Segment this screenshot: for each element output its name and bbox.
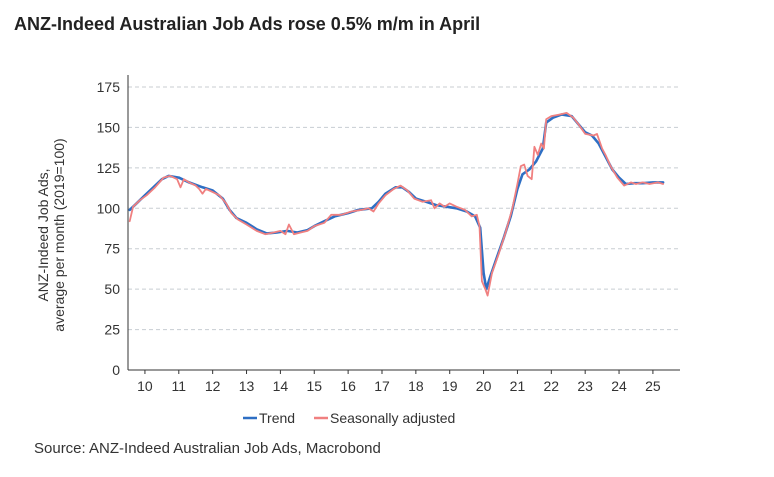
series-lines [128, 112, 665, 297]
legend: Trend Seasonally adjusted [243, 410, 455, 426]
x-tick-label: 13 [239, 378, 255, 394]
series-line-trend [128, 113, 665, 291]
x-tick-label: 25 [645, 378, 661, 394]
x-tick-labels: 10 11 12 13 14 15 16 17 18 19 20 21 22 23 24 25 [137, 378, 661, 394]
x-tick-label: 18 [408, 378, 424, 394]
x-tick-label: 23 [577, 378, 593, 394]
x-tick-label: 20 [476, 378, 492, 394]
x-tick-label: 15 [306, 378, 322, 394]
source-note: Source: ANZ-Indeed Australian Job Ads, M… [34, 440, 381, 457]
x-tick-label: 17 [374, 378, 390, 394]
y-tick-label: 125 [97, 160, 121, 176]
series-line-seasonally-adjusted [128, 112, 664, 297]
legend-sa-label: Seasonally adjusted [330, 410, 455, 426]
y-tick-label: 150 [97, 119, 121, 135]
legend-trend-label: Trend [259, 410, 295, 426]
x-tick-label: 10 [137, 378, 153, 394]
x-tick-label: 21 [510, 378, 526, 394]
y-tick-label: 75 [104, 241, 120, 257]
y-tick-labels: 0 25 50 75 100 125 150 175 [97, 79, 121, 378]
y-axis-label-line-1: ANZ-Indeed Job Ads, [35, 168, 51, 301]
x-tick-label: 14 [273, 378, 289, 394]
gridlines [128, 86, 680, 331]
axes [127, 75, 680, 374]
x-tick-label: 22 [544, 378, 560, 394]
x-tick-label: 16 [340, 378, 356, 394]
chart-title: ANZ-Indeed Australian Job Ads rose 0.5% … [14, 14, 481, 34]
y-tick-label: 50 [104, 281, 120, 297]
x-tick-label: 11 [172, 378, 187, 394]
y-tick-label: 25 [104, 322, 120, 338]
x-tick-label: 12 [205, 378, 221, 394]
x-tick-label: 19 [442, 378, 458, 394]
y-axis-label-line-2: average per month (2019=100) [51, 138, 67, 331]
x-tick-label: 24 [611, 378, 627, 394]
y-tick-label: 0 [112, 362, 120, 378]
y-tick-label: 175 [97, 79, 121, 95]
y-tick-label: 100 [97, 200, 121, 216]
